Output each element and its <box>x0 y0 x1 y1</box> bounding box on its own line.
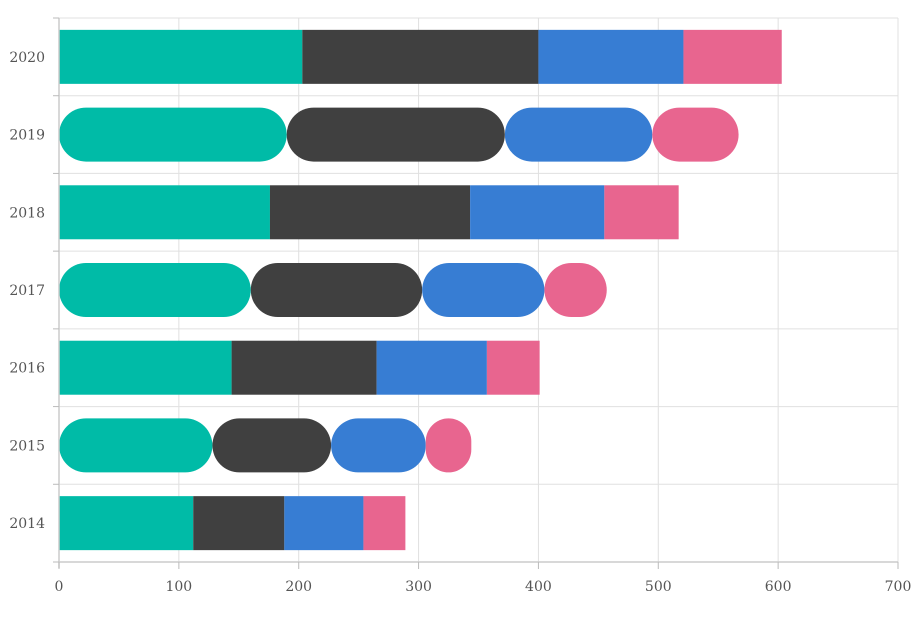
bar-2018-segment-1 <box>59 185 270 240</box>
bar-2015-segment-2 <box>212 418 332 473</box>
bar-2014-segment-2 <box>193 496 285 551</box>
x-tick-label-4: 400 <box>525 579 552 595</box>
bar-2014-segment-3 <box>284 496 364 551</box>
bar-2018-segment-4 <box>604 185 679 240</box>
y-tick-label-2014: 2014 <box>9 516 45 532</box>
y-tick-label-2018: 2018 <box>9 205 45 221</box>
x-tick-label-6: 600 <box>765 579 792 595</box>
bar-2014-segment-4 <box>363 496 406 551</box>
x-tick-label-1: 100 <box>165 579 192 595</box>
bar-2019-segment-1 <box>59 107 287 162</box>
bar-2015-segment-3 <box>331 418 426 473</box>
x-tick-label-2: 200 <box>285 579 312 595</box>
y-tick-label-2020: 2020 <box>9 50 45 66</box>
bars <box>59 29 782 551</box>
bar-2019-segment-2 <box>286 107 505 162</box>
bar-2020-segment-4 <box>683 29 782 84</box>
axes <box>53 17 899 569</box>
bar-2019-segment-4 <box>652 107 739 162</box>
x-tick-label-7: 700 <box>885 579 912 595</box>
y-tick-label-2019: 2019 <box>9 128 45 144</box>
bar-2019-segment-3 <box>504 107 653 162</box>
bar-2018-segment-3 <box>470 185 605 240</box>
bar-2018-segment-2 <box>269 185 471 240</box>
bar-2017-segment-3 <box>422 263 545 317</box>
bar-2017-segment-2 <box>250 263 423 317</box>
bar-2016-segment-2 <box>231 340 377 395</box>
y-tick-label-2017: 2017 <box>9 283 45 299</box>
bar-2014-segment-1 <box>59 496 194 551</box>
x-tick-label-3: 300 <box>405 579 432 595</box>
bar-2016-segment-1 <box>59 340 232 395</box>
x-tick-label-5: 500 <box>645 579 672 595</box>
bar-2016-segment-3 <box>376 340 487 395</box>
bar-2015-segment-1 <box>59 418 213 473</box>
y-tick-label-2016: 2016 <box>9 361 45 377</box>
tick-labels: 0 100 200 300 400 500 600 700 2020 2019 2018 2017 20… <box>9 50 911 595</box>
x-tick-label-0: 0 <box>55 579 64 595</box>
bar-2020-segment-1 <box>59 29 303 84</box>
bar-2020-segment-3 <box>538 29 684 84</box>
bar-2016-segment-4 <box>486 340 540 395</box>
bar-2015-segment-4 <box>425 418 472 473</box>
bar-2017-segment-1 <box>59 263 251 317</box>
y-tick-label-2015: 2015 <box>9 438 45 454</box>
bar-2017-segment-4 <box>544 263 607 317</box>
bar-2020-segment-2 <box>302 29 539 84</box>
